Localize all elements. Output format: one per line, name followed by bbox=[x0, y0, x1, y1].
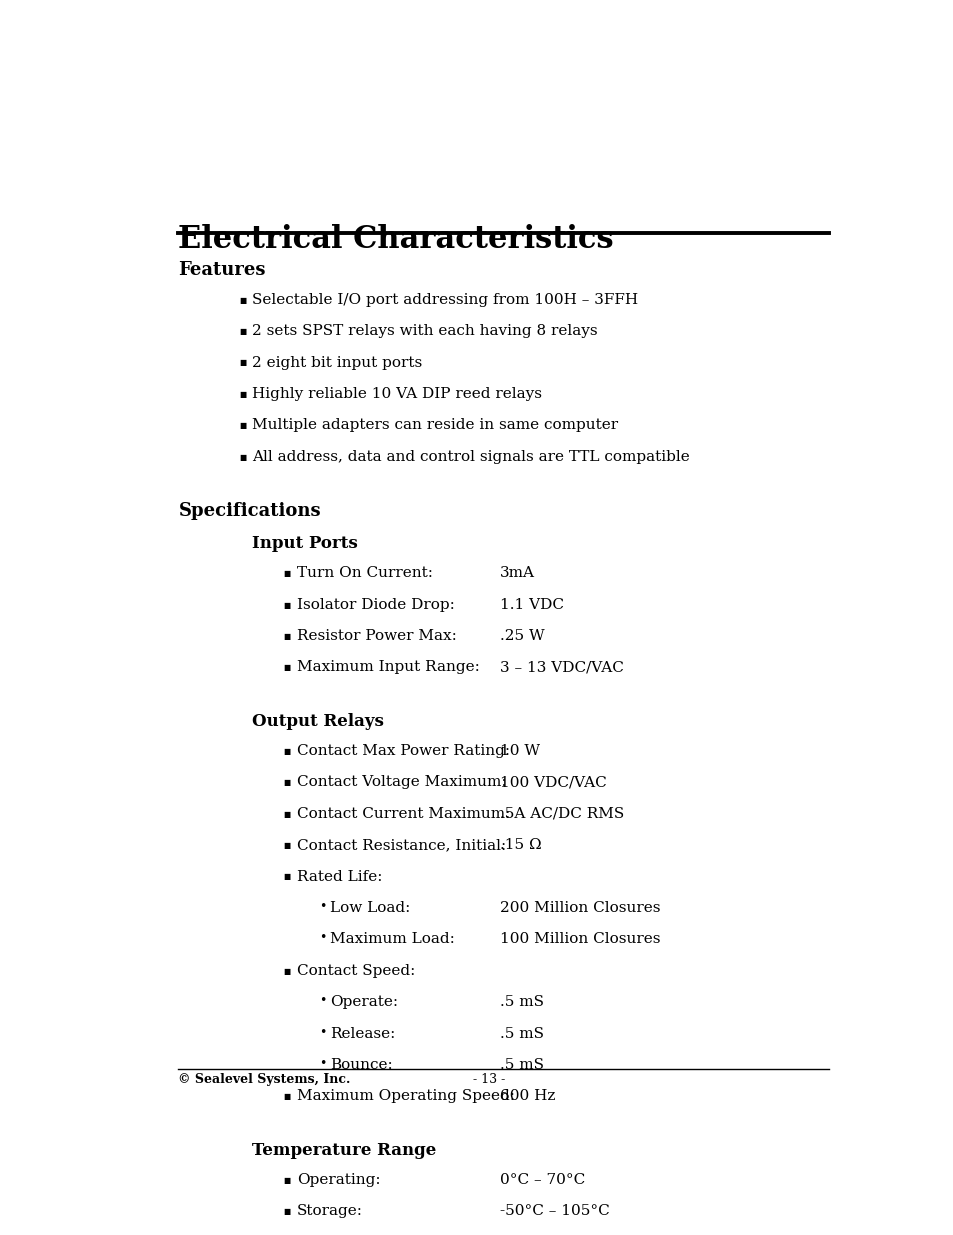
Text: ■: ■ bbox=[283, 600, 291, 610]
Text: 100 VDC/VAC: 100 VDC/VAC bbox=[499, 776, 606, 789]
Text: •: • bbox=[319, 994, 327, 1008]
Text: 3 – 13 VDC/VAC: 3 – 13 VDC/VAC bbox=[499, 661, 623, 674]
Text: 100 Million Closures: 100 Million Closures bbox=[499, 932, 659, 946]
Text: .5A AC/DC RMS: .5A AC/DC RMS bbox=[499, 806, 623, 821]
Text: Contact Speed:: Contact Speed: bbox=[296, 963, 415, 978]
Text: .5 mS: .5 mS bbox=[499, 1026, 543, 1041]
Text: ■: ■ bbox=[283, 841, 291, 850]
Text: Maximum Operating Speed:: Maximum Operating Speed: bbox=[296, 1089, 515, 1103]
Text: - 13 -: - 13 - bbox=[473, 1073, 504, 1087]
Text: Rated Life:: Rated Life: bbox=[296, 869, 382, 883]
Text: © Sealevel Systems, Inc.: © Sealevel Systems, Inc. bbox=[178, 1073, 351, 1087]
Text: Isolator Diode Drop:: Isolator Diode Drop: bbox=[296, 598, 454, 611]
Text: Highly reliable 10 VA DIP reed relays: Highly reliable 10 VA DIP reed relays bbox=[252, 387, 541, 401]
Text: 1.1 VDC: 1.1 VDC bbox=[499, 598, 563, 611]
Text: ■: ■ bbox=[239, 358, 246, 367]
Text: 0°C – 70°C: 0°C – 70°C bbox=[499, 1173, 584, 1187]
Text: Features: Features bbox=[178, 262, 266, 279]
Text: Input Ports: Input Ports bbox=[252, 535, 357, 552]
Text: ■: ■ bbox=[239, 390, 246, 399]
Text: ■: ■ bbox=[283, 1092, 291, 1102]
Text: -50°C – 105°C: -50°C – 105°C bbox=[499, 1204, 609, 1219]
Text: .5 mS: .5 mS bbox=[499, 1058, 543, 1072]
Text: •: • bbox=[319, 1025, 327, 1039]
Text: 2 sets SPST relays with each having 8 relays: 2 sets SPST relays with each having 8 re… bbox=[252, 324, 598, 338]
Text: Contact Resistance, Initial:: Contact Resistance, Initial: bbox=[296, 839, 505, 852]
Text: •: • bbox=[319, 900, 327, 913]
Text: Maximum Load:: Maximum Load: bbox=[330, 932, 455, 946]
Text: Contact Current Maximum:: Contact Current Maximum: bbox=[296, 806, 510, 821]
Text: Temperature Range: Temperature Range bbox=[252, 1141, 436, 1158]
Text: Bounce:: Bounce: bbox=[330, 1058, 393, 1072]
Text: ■: ■ bbox=[283, 1208, 291, 1216]
Text: ■: ■ bbox=[239, 452, 246, 462]
Text: ■: ■ bbox=[283, 778, 291, 788]
Text: •: • bbox=[319, 931, 327, 945]
Text: ■: ■ bbox=[283, 967, 291, 976]
Text: Selectable I/O port addressing from 100H – 3FFH: Selectable I/O port addressing from 100H… bbox=[252, 293, 638, 306]
Text: Contact Max Power Rating:: Contact Max Power Rating: bbox=[296, 745, 509, 758]
Text: Electrical Characteristics: Electrical Characteristics bbox=[178, 225, 614, 256]
Text: ■: ■ bbox=[283, 810, 291, 819]
Text: Turn On Current:: Turn On Current: bbox=[296, 567, 433, 580]
Text: ■: ■ bbox=[283, 747, 291, 756]
Text: .5 mS: .5 mS bbox=[499, 995, 543, 1009]
Text: .15 Ω: .15 Ω bbox=[499, 839, 541, 852]
Text: 600 Hz: 600 Hz bbox=[499, 1089, 555, 1103]
Text: Specifications: Specifications bbox=[178, 501, 321, 520]
Text: All address, data and control signals are TTL compatible: All address, data and control signals ar… bbox=[252, 450, 689, 463]
Text: ■: ■ bbox=[239, 295, 246, 305]
Text: 3mA: 3mA bbox=[499, 567, 535, 580]
Text: ■: ■ bbox=[283, 872, 291, 882]
Text: ■: ■ bbox=[283, 1176, 291, 1184]
Text: .25 W: .25 W bbox=[499, 629, 544, 643]
Text: ■: ■ bbox=[283, 569, 291, 578]
Text: Storage:: Storage: bbox=[296, 1204, 362, 1219]
Text: ■: ■ bbox=[283, 632, 291, 641]
Text: Release:: Release: bbox=[330, 1026, 395, 1041]
Text: ■: ■ bbox=[239, 327, 246, 336]
Text: 10 W: 10 W bbox=[499, 745, 539, 758]
Text: Multiple adapters can reside in same computer: Multiple adapters can reside in same com… bbox=[252, 419, 618, 432]
Text: Maximum Input Range:: Maximum Input Range: bbox=[296, 661, 479, 674]
Text: Resistor Power Max:: Resistor Power Max: bbox=[296, 629, 456, 643]
Text: Low Load:: Low Load: bbox=[330, 902, 410, 915]
Text: Operate:: Operate: bbox=[330, 995, 397, 1009]
Text: Contact Voltage Maximum:: Contact Voltage Maximum: bbox=[296, 776, 506, 789]
Text: Output Relays: Output Relays bbox=[252, 713, 384, 730]
Text: 200 Million Closures: 200 Million Closures bbox=[499, 902, 659, 915]
Text: ■: ■ bbox=[283, 663, 291, 672]
Text: •: • bbox=[319, 1057, 327, 1070]
Text: ■: ■ bbox=[239, 421, 246, 430]
Text: 2 eight bit input ports: 2 eight bit input ports bbox=[252, 356, 422, 369]
Text: Operating:: Operating: bbox=[296, 1173, 380, 1187]
